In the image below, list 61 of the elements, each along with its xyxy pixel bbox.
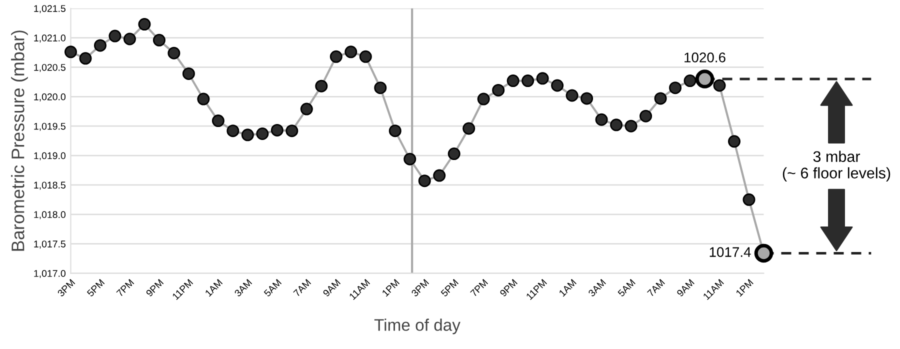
point: [684, 74, 696, 88]
y-tick-label: 1,020.5: [34, 64, 66, 72]
point: [713, 79, 726, 92]
point: [94, 39, 106, 52]
point: [624, 120, 638, 132]
point: [226, 124, 240, 138]
text: 3 mbar (~ 6 floor levels): [782, 150, 890, 182]
point: [728, 135, 740, 148]
point: [640, 110, 652, 122]
point: [404, 152, 416, 166]
point: [315, 80, 328, 92]
point: [742, 193, 756, 206]
point: [462, 122, 476, 135]
point: [330, 50, 342, 63]
y-tick-label: 1,021.5: [34, 5, 66, 14]
point: [522, 74, 534, 88]
point: [270, 124, 284, 136]
point: [300, 102, 313, 116]
point: [654, 92, 667, 105]
point: [669, 82, 682, 94]
point: [610, 118, 623, 132]
point: [256, 128, 269, 140]
point: [64, 46, 77, 58]
point: [286, 124, 298, 138]
point: [123, 32, 136, 46]
point: [506, 74, 520, 88]
point: [344, 46, 358, 58]
point: [433, 169, 446, 182]
point: [79, 52, 92, 65]
point: [168, 46, 180, 60]
point: [197, 92, 210, 106]
y-tick-label: 1,017.0: [34, 270, 66, 278]
point: [595, 113, 608, 126]
point: [477, 92, 490, 106]
point: [418, 174, 431, 188]
x-axis-title: Time of day: [374, 318, 460, 334]
point: [108, 30, 122, 42]
point: [388, 124, 402, 138]
point: [448, 148, 460, 160]
point: [492, 84, 505, 96]
y-tick-label: 1,018.0: [34, 211, 66, 220]
annotation: 1017.4: [710, 247, 751, 257]
y-axis-title: Barometric Pressure (mbar): [11, 30, 28, 251]
y-tick-label: 1,019.0: [34, 152, 66, 160]
annotation: 1020.6: [684, 52, 726, 62]
point: [241, 128, 254, 142]
point: [374, 82, 387, 94]
point: [536, 72, 549, 85]
point: [152, 34, 166, 46]
y-tick-label: 1,017.5: [34, 240, 66, 249]
y-tick-label: 1,021.0: [34, 34, 66, 43]
point: [359, 50, 372, 63]
point: [138, 18, 151, 31]
point: [566, 89, 578, 102]
y-tick-label: 1,018.5: [34, 182, 66, 190]
y-tick-label: 1,020.0: [34, 93, 66, 102]
point: [551, 79, 564, 92]
point: [580, 92, 594, 105]
y-tick-label: 1,019.5: [34, 122, 66, 131]
point: [182, 67, 195, 80]
point: [212, 114, 224, 128]
